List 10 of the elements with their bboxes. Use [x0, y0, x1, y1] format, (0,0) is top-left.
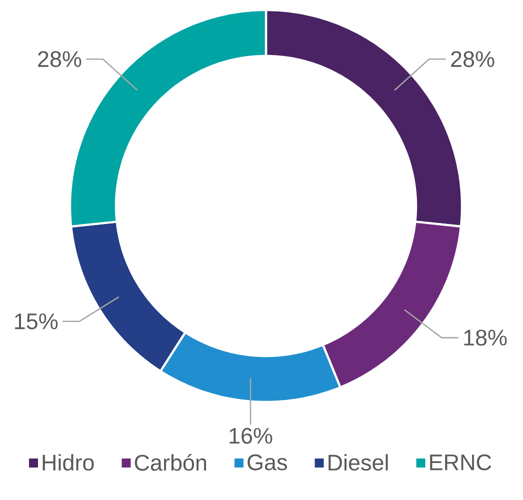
data-label: 16%: [230, 428, 272, 444]
data-label: 28%: [451, 51, 494, 68]
legend-label: Diesel: [328, 454, 388, 471]
data-label: 28%: [38, 51, 82, 68]
legend-label: Hidro: [42, 454, 94, 471]
data-label: 18%: [464, 330, 507, 346]
legend-label: ERNC: [430, 454, 492, 470]
legend-label: Carbón: [134, 454, 206, 471]
data-label: 15%: [15, 313, 58, 330]
legend-label: Gas: [248, 454, 287, 470]
